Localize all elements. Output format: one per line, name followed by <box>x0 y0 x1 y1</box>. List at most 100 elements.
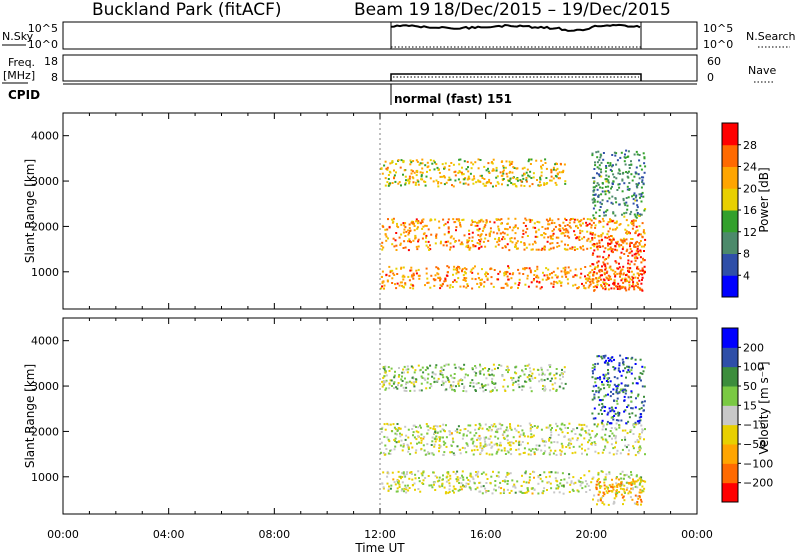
velocity-cell <box>570 430 573 433</box>
velocity-cell <box>635 397 637 400</box>
velocity-cell <box>564 382 567 385</box>
velocity-cell <box>598 403 601 406</box>
power-cell <box>509 177 512 180</box>
velocity-cell <box>616 387 619 390</box>
velocity-cell <box>615 452 618 455</box>
power-cell <box>471 236 474 239</box>
power-cell <box>510 163 513 165</box>
velocity-cell <box>577 490 580 493</box>
velocity-cell <box>595 390 598 393</box>
power-cell <box>630 221 633 224</box>
velocity-cell <box>420 426 422 429</box>
power-cell <box>459 285 462 288</box>
power-cell <box>496 181 499 184</box>
power-cell <box>414 237 417 240</box>
velocity-cell <box>398 427 400 429</box>
velocity-cell <box>482 445 485 448</box>
power-cell <box>612 173 615 176</box>
power-cell <box>446 221 449 224</box>
velocity-cell <box>469 487 472 490</box>
velocity-cell <box>407 450 410 453</box>
velocity-cell <box>553 491 556 494</box>
power-cell <box>526 277 529 280</box>
velocity-cell <box>528 378 531 381</box>
power-cell <box>449 178 452 181</box>
velocity-cell <box>486 428 489 431</box>
velocity-cell <box>522 452 525 454</box>
power-cell <box>536 220 539 223</box>
velocity-cell <box>400 384 403 387</box>
power-cell <box>540 167 543 170</box>
velocity-cell <box>453 491 455 494</box>
velocity-cell <box>433 432 435 435</box>
power-cell <box>492 285 495 288</box>
power-cell <box>638 193 641 196</box>
velocity-cell <box>562 375 564 378</box>
velocity-cell <box>634 494 637 497</box>
velocity-cell <box>618 424 621 426</box>
velocity-cell <box>580 428 583 431</box>
velocity-cell <box>586 453 588 456</box>
power-cell <box>629 245 631 248</box>
power-cell <box>414 235 417 238</box>
velocity-cell <box>572 490 575 492</box>
power-cell <box>466 160 469 163</box>
velocity-cell <box>434 428 437 431</box>
velocity-cell <box>517 431 520 434</box>
velocity-cell <box>634 414 637 417</box>
power-cell <box>634 199 637 202</box>
x-tick-label: 16:00 <box>470 528 502 541</box>
power-cell <box>429 286 432 289</box>
power-cell <box>528 185 531 188</box>
power-cell <box>632 219 635 222</box>
power-cell <box>493 269 496 271</box>
velocity-cell <box>619 485 622 488</box>
velocity-cell <box>469 381 472 384</box>
velocity-cell <box>607 503 610 506</box>
velocity-cell <box>523 451 526 454</box>
power-cell <box>599 206 602 208</box>
power-cell <box>443 175 446 178</box>
power-cell <box>643 157 646 160</box>
velocity-cell <box>493 423 496 426</box>
velocity-cell <box>447 472 450 475</box>
velocity-cell <box>600 470 603 473</box>
power-cell <box>636 206 639 209</box>
velocity-cell <box>642 404 645 407</box>
power-cell <box>434 218 437 221</box>
velocity-cell <box>531 426 534 428</box>
power-cell <box>597 277 600 280</box>
velocity-cell <box>541 388 544 390</box>
power-cell <box>601 274 603 277</box>
power-cell <box>602 220 605 223</box>
velocity-cell <box>591 370 594 373</box>
velocity-cell <box>625 481 628 484</box>
power-cell <box>525 180 528 183</box>
velocity-cell <box>396 481 399 484</box>
power-cell <box>478 243 481 246</box>
power-cell <box>396 273 399 275</box>
velocity-cell <box>414 477 417 480</box>
power-cell <box>550 237 553 240</box>
power-cell <box>629 241 632 244</box>
power-cell <box>411 284 414 287</box>
power-cell <box>591 263 594 265</box>
velocity-cell <box>497 427 500 430</box>
power-cell <box>492 185 494 188</box>
velocity-cell <box>629 496 632 499</box>
velocity-cell <box>544 450 547 453</box>
velocity-cell <box>602 448 605 451</box>
velocity-cell <box>409 442 412 445</box>
velocity-cell <box>627 396 630 399</box>
velocity-cell <box>593 441 596 444</box>
power-cell <box>404 182 407 185</box>
power-cell <box>588 275 591 278</box>
velocity-cell <box>443 486 446 489</box>
velocity-cell <box>616 484 618 487</box>
velocity-cell <box>419 424 421 427</box>
velocity-cell <box>507 472 510 475</box>
power-cell <box>630 238 633 240</box>
power-cell <box>626 266 629 269</box>
velocity-cell <box>630 473 633 476</box>
velocity-cell <box>420 441 423 444</box>
